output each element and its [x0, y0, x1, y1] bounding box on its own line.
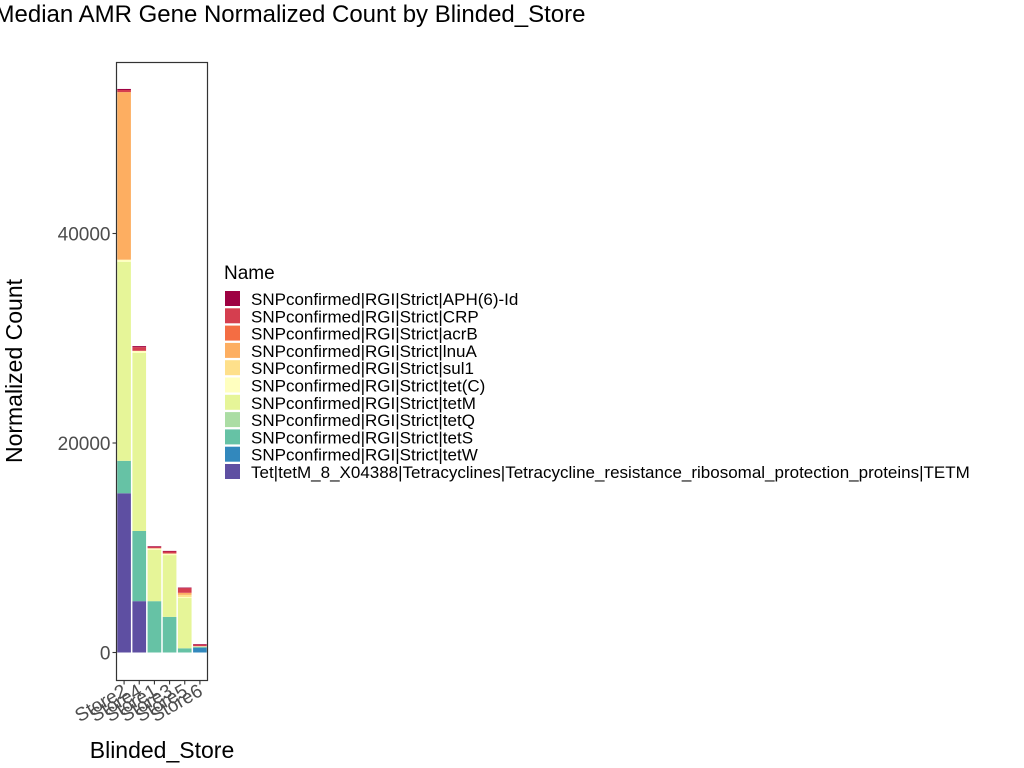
bar-segment-store6 [193, 647, 207, 653]
legend-label: SNPconfirmed|RGI|Strict|APH(6)-Id [251, 290, 518, 309]
bar-segment-store2 [117, 493, 131, 653]
bar-segment-store2 [117, 259, 131, 262]
y-axis-title: Normalized Count [1, 278, 27, 463]
legend-label: SNPconfirmed|RGI|Strict|CRP [251, 307, 479, 326]
y-tick-label: 20000 [58, 434, 111, 455]
bar-segment-store2 [117, 92, 131, 260]
y-tick-label: 0 [100, 644, 111, 665]
legend-label: SNPconfirmed|RGI|Strict|tetM [251, 394, 476, 413]
legend-label: Tet|tetM_8_X04388|Tetracyclines|Tetracyc… [251, 463, 970, 482]
legend-label: SNPconfirmed|RGI|Strict|tetS [251, 428, 473, 447]
bar-segment-store4 [132, 352, 147, 531]
bar-segment-store4 [132, 350, 147, 353]
y-tick-label: 40000 [58, 225, 111, 246]
legend-swatch [225, 308, 240, 324]
bar-segment-store1 [147, 601, 162, 653]
bar-segment-store3 [162, 616, 177, 653]
legend-swatch [225, 325, 240, 341]
bar-segment-store5 [177, 588, 192, 593]
legend-swatch [225, 429, 240, 445]
legend-swatch [225, 394, 240, 410]
bars [117, 88, 207, 653]
bar-segment-store5 [177, 592, 192, 595]
legend-label: SNPconfirmed|RGI|Strict|tetQ [251, 411, 475, 430]
legend-label: SNPconfirmed|RGI|Strict|tetW [251, 446, 478, 465]
bar-segment-store4 [132, 346, 147, 348]
bar-segment-store6 [193, 646, 207, 647]
plot-panel-border [115, 61, 209, 682]
bar-segment-store6 [193, 646, 207, 648]
bar-segment-store3 [162, 551, 177, 554]
bar-segment-store1 [147, 549, 162, 602]
bar-segment-store3 [162, 550, 177, 552]
legend-label: SNPconfirmed|RGI|Strict|sul1 [251, 359, 474, 378]
legend-swatch [225, 377, 240, 393]
bar-segment-store4 [132, 347, 147, 351]
bar-segment-store2 [117, 460, 131, 494]
bar-segment-store5 [177, 648, 192, 653]
legend-swatch [225, 291, 240, 306]
legend-swatch [225, 342, 240, 358]
bar-segment-store4 [132, 530, 147, 602]
chart-title: Median AMR Gene Normalized Count by Blin… [0, 1, 585, 28]
bar-segment-store1 [147, 548, 162, 550]
bar-segment-store2 [117, 89, 131, 93]
y-axis: 0 20000 40000 [58, 225, 117, 665]
bar-segment-store5 [177, 587, 192, 589]
legend-swatch [225, 446, 240, 462]
x-axis-title: Blinded_Store [90, 737, 235, 763]
legend-label: SNPconfirmed|RGI|Strict|tet(C) [251, 377, 485, 396]
bar-segment-store6 [193, 644, 207, 647]
bar-segment-store2 [117, 88, 131, 90]
bar-segment-store6 [193, 644, 207, 645]
bar-segment-store5 [177, 596, 192, 599]
bar-segment-store1 [147, 546, 162, 549]
bar-segment-store3 [162, 553, 177, 556]
legend-title: Name [224, 263, 275, 284]
bar-segment-store2 [117, 261, 131, 461]
bar-segment-store1 [147, 546, 162, 547]
legend-label: SNPconfirmed|RGI|Strict|lnuA [251, 342, 477, 361]
legend-swatch [225, 412, 240, 428]
legend-swatch [225, 360, 240, 376]
legend-label: SNPconfirmed|RGI|Strict|acrB [251, 325, 478, 344]
legend: Name SNPconfirmed|RGI|Strict|APH(6)-IdSN… [224, 263, 970, 482]
bar-segment-store4 [132, 601, 147, 653]
bar-segment-store5 [177, 594, 192, 597]
bar-segment-store5 [177, 598, 192, 649]
legend-swatch [225, 464, 240, 479]
bar-segment-store3 [162, 555, 177, 617]
